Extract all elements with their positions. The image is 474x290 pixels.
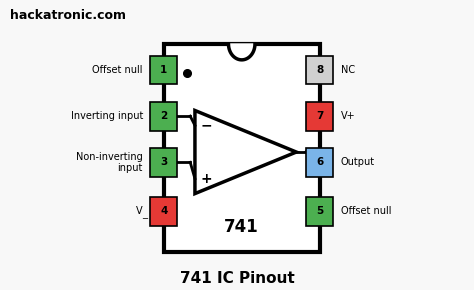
Bar (150, 148, 177, 177)
Text: 3: 3 (160, 157, 167, 167)
Bar (306, 55, 333, 84)
Text: 4: 4 (160, 206, 167, 216)
Text: NC: NC (340, 65, 355, 75)
Text: 5: 5 (316, 206, 323, 216)
Text: 2: 2 (160, 111, 167, 121)
Text: +: + (201, 172, 212, 186)
Text: 8: 8 (316, 65, 323, 75)
Text: 1: 1 (160, 65, 167, 75)
Text: Inverting input: Inverting input (71, 111, 143, 121)
Text: 741 IC Pinout: 741 IC Pinout (180, 271, 294, 287)
Bar (306, 148, 333, 177)
Text: hackatronic.com: hackatronic.com (10, 9, 126, 22)
Polygon shape (228, 44, 255, 60)
Bar (150, 55, 177, 84)
Bar (150, 102, 177, 130)
Bar (306, 102, 333, 130)
Text: 741: 741 (224, 218, 259, 236)
Text: −: − (201, 118, 212, 133)
Text: Offset null: Offset null (92, 65, 143, 75)
Text: V: V (137, 206, 143, 216)
Text: 6: 6 (316, 157, 323, 167)
Text: Output: Output (340, 157, 374, 167)
Text: V+: V+ (340, 111, 355, 121)
Text: −: − (141, 214, 148, 223)
Bar (306, 197, 333, 226)
Bar (150, 197, 177, 226)
Text: Non-inverting
input: Non-inverting input (76, 151, 143, 173)
Text: Offset null: Offset null (340, 206, 391, 216)
Text: 7: 7 (316, 111, 323, 121)
Bar (164, 44, 319, 252)
